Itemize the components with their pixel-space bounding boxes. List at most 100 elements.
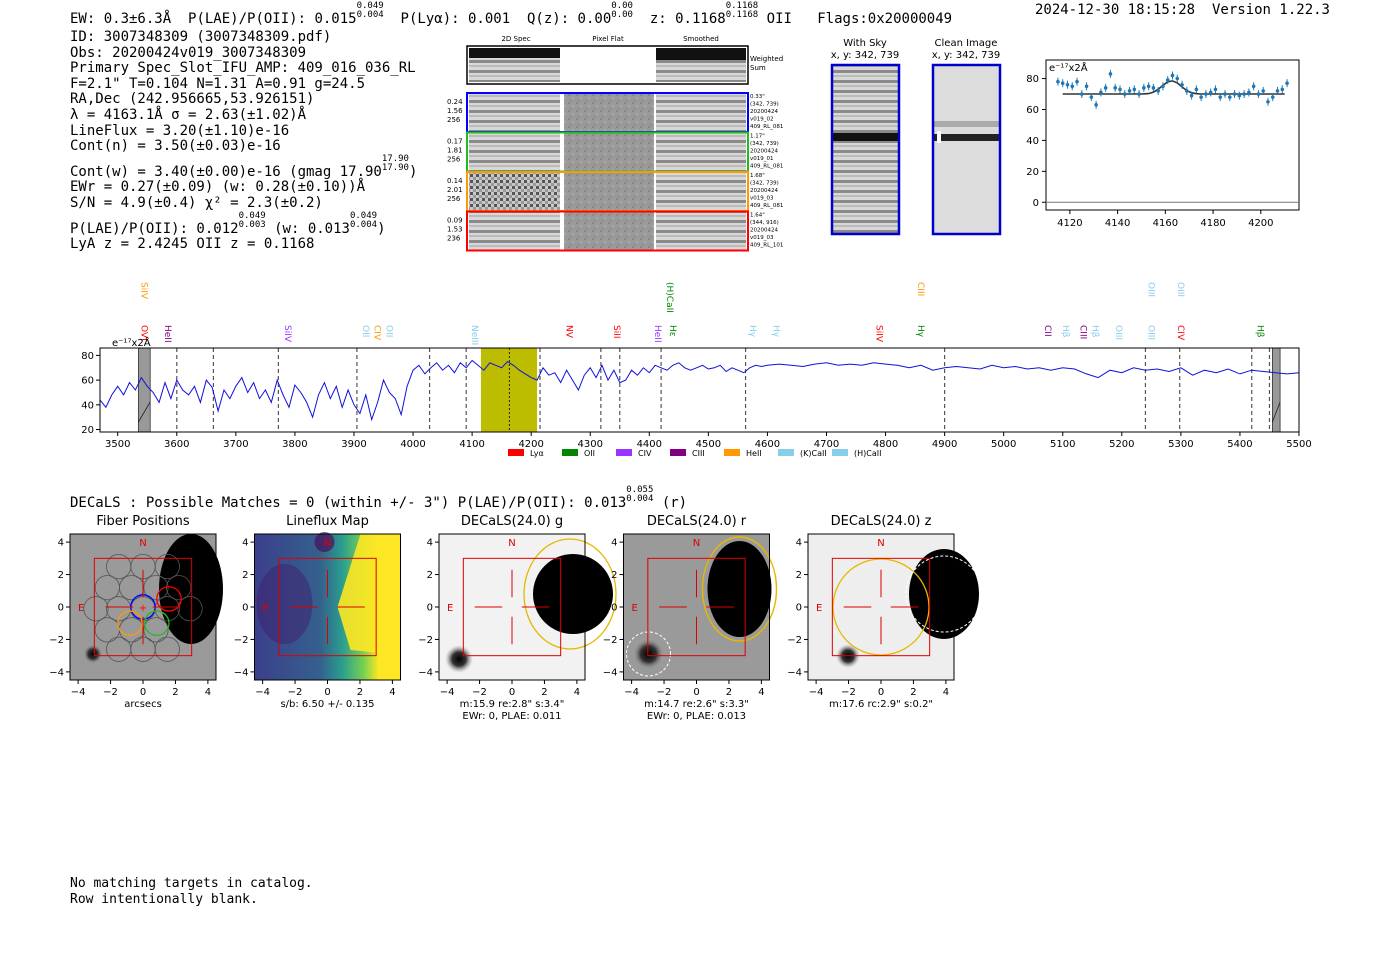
- flags-value: Flags:0x20000049: [817, 11, 953, 27]
- sum-label: Sum: [750, 64, 766, 72]
- ytick-label: −4: [787, 667, 802, 678]
- xtick-label: −4: [255, 687, 270, 698]
- spectral-line-label: OIII: [1145, 282, 1155, 297]
- spectral-line-label: HeII: [652, 325, 662, 343]
- panel-title: Lineflux Map: [286, 514, 369, 529]
- fiber-meta: 409_RL_101: [750, 243, 783, 249]
- fiber-n: 256: [447, 195, 461, 203]
- small-source: [632, 638, 665, 670]
- version: Version 1.22.3: [1211, 2, 1330, 18]
- legend-swatch: [832, 449, 848, 456]
- fiber-circle: [143, 617, 169, 643]
- info-plae: P(LAE)/P(OII): 0.0120.049 0.003 (w: 0.013…: [70, 211, 450, 238]
- zoom-point: [1142, 86, 1146, 90]
- zoom-xtick-label: 4160: [1153, 218, 1178, 229]
- xtick-label: 2: [910, 687, 916, 698]
- fiber-smoothed: [656, 212, 746, 250]
- spectral-line-label: Hβ: [1060, 325, 1070, 338]
- plae2-wsub: 0.004: [349, 219, 378, 230]
- center-marker: +: [139, 603, 147, 614]
- zoom-ytick-label: 80: [1026, 74, 1039, 85]
- zoom-point: [1204, 92, 1208, 96]
- zoom-ytick-label: 40: [1026, 136, 1039, 147]
- zoom-point: [1099, 90, 1103, 95]
- spectral-line-label: SiIV: [138, 282, 148, 300]
- ytick-label: 4: [796, 538, 802, 549]
- spectrum-axes: 20 40 60 80 3500 3600 3700 3800 3900 4000 4100 4200…: [81, 351, 1311, 450]
- spectral-line-label: Hε: [667, 325, 677, 337]
- weighted-sum-row: Weighted Sum: [466, 45, 783, 85]
- ytick-label: 0: [796, 603, 802, 614]
- fiber-meta: 1.64": [750, 213, 765, 219]
- fiber-meta: v019_02: [750, 117, 774, 123]
- zoom-point: [1161, 84, 1165, 89]
- masked-hatch: [1272, 401, 1281, 423]
- weighted-label: Weighted: [750, 55, 783, 63]
- zoom-point: [1223, 92, 1227, 96]
- zoom-point: [1208, 90, 1213, 95]
- spec-xtick-label: 4300: [578, 439, 603, 450]
- xtick-label: 0: [140, 687, 146, 698]
- xtick-label: 4: [943, 687, 949, 698]
- panel-title: DECaLS(24.0) r: [647, 514, 747, 529]
- info-lambda: λ = 4163.1Å σ = 2.63(±1.02)Å: [70, 106, 307, 123]
- fiber-meta: 20200424: [750, 228, 778, 234]
- north-label: N: [508, 538, 515, 549]
- spectral-line-label: SiII: [611, 325, 621, 339]
- zoom-xtick-label: 4140: [1105, 218, 1130, 229]
- zoom-fit-line: [1062, 80, 1285, 95]
- aperture-circle: [832, 558, 930, 656]
- xtick-label: −2: [657, 687, 672, 698]
- fiber-amp: 1.53: [447, 226, 463, 234]
- contw-label: Cont(w) = 3.40(±0.00)e-16 (gmag 17.90: [70, 163, 382, 180]
- fiber-pixel-flat: [564, 133, 654, 171]
- info-params: F=2.1" T=0.104 N=1.31 A=0.91 g=24.5: [70, 75, 366, 92]
- legend-label: HeII: [746, 449, 762, 458]
- legend-swatch: [616, 449, 632, 456]
- fiber-smoothed: [656, 133, 746, 171]
- fiber-meta: v019_03: [750, 196, 774, 202]
- spectrum-line: [99, 359, 1300, 422]
- plae2-close: ): [377, 220, 386, 237]
- zoom-point: [1084, 84, 1089, 89]
- ytick-label: 2: [611, 570, 617, 581]
- footer-notes: No matching targets in catalog. Row inte…: [70, 876, 313, 907]
- xtick-label: −4: [809, 687, 824, 698]
- zoom-point: [1280, 87, 1285, 92]
- zoom-point: [1146, 84, 1151, 89]
- legend-swatch: [778, 449, 794, 456]
- fiber-2d-spec: [469, 133, 560, 171]
- fiber-circle: [166, 575, 192, 601]
- zoom-xtick-label: 4180: [1200, 218, 1225, 229]
- fiber-smoothed: [656, 94, 746, 131]
- decals-panel: DECaLS(24.0) g N E −4 −4 −2 −2 0 0 2 2 4 4 m:15.9 re:…: [418, 514, 617, 722]
- z-line: OII: [766, 11, 792, 27]
- zoom-point: [1156, 89, 1160, 93]
- fiber-n: 256: [447, 156, 461, 164]
- xtick-label: 4: [758, 687, 764, 698]
- panel-caption: m:14.7 re:2.6" s:3.3": [644, 699, 749, 710]
- ytick-label: 0: [611, 603, 617, 614]
- spec-xtick-label: 5500: [1286, 439, 1311, 450]
- decals-title-sup: 0.055: [626, 485, 654, 495]
- contw-close: ): [408, 163, 418, 180]
- qz-sup: 0.00: [611, 1, 633, 11]
- spec-xtick-label: 5100: [1050, 439, 1075, 450]
- spec-xtick-label: 5400: [1227, 439, 1252, 450]
- search-box: [831, 557, 931, 657]
- zoom-xtick-label: 4200: [1248, 218, 1273, 229]
- legend-label: CIV: [638, 449, 652, 458]
- fiber-frame: [466, 210, 749, 252]
- zoom-point: [1137, 92, 1141, 96]
- zoom-point: [1080, 92, 1084, 96]
- plae2-sub: 0.003: [238, 219, 266, 230]
- panel-title: Fiber Positions: [96, 514, 189, 529]
- xtick-label: 0: [324, 687, 330, 698]
- fiber-meta: (342, 739): [750, 181, 779, 187]
- panel-caption-2: EWr: 0, PLAE: 0.013: [647, 711, 746, 722]
- east-label: E: [447, 603, 453, 614]
- zoom-point: [1194, 87, 1199, 92]
- ytick-label: −2: [49, 635, 64, 646]
- fiber-meta: 1.17": [750, 134, 765, 140]
- panel-title: DECaLS(24.0) g: [461, 514, 563, 529]
